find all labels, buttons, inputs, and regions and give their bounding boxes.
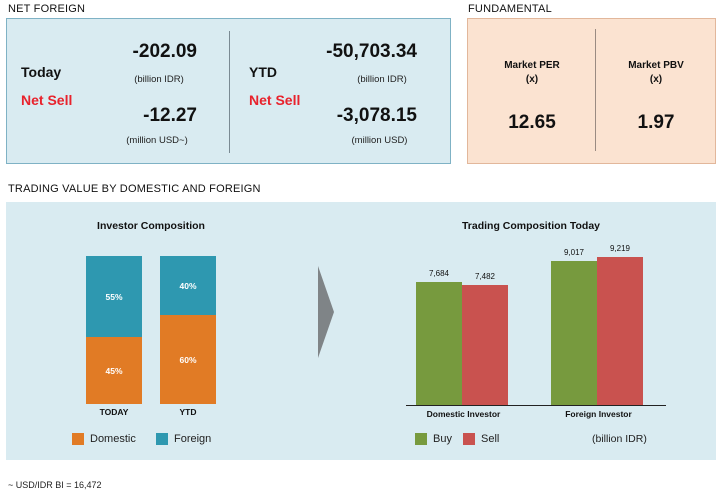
- today-unit-usd: (million USD~): [126, 135, 188, 146]
- fundamental-divider: [595, 29, 596, 151]
- exchange-rate-footnote: ~ USD/IDR BI = 16,472: [8, 480, 102, 490]
- ytd-domestic-segment: 60%: [160, 315, 216, 404]
- pbv-header: Market PBV (x): [604, 59, 708, 86]
- domestic-investor-label: Domestic Investor: [426, 409, 501, 419]
- today-unit-idr: (billion IDR): [134, 74, 184, 85]
- pbv-unit: (x): [649, 73, 663, 85]
- foreign-investor-label: Foreign Investor: [565, 409, 632, 419]
- ytd-domestic-pct: 60%: [179, 354, 197, 365]
- ytd-label: YTD: [249, 64, 277, 80]
- sell-legend-label: Sell: [481, 433, 500, 445]
- today-foreign-pct: 55%: [105, 291, 123, 302]
- pbv-label: Market PBV: [628, 60, 684, 71]
- investor-composition-title: Investor Composition: [97, 220, 205, 232]
- fundamental-title: FUNDAMENTAL: [468, 3, 552, 15]
- ytd-status: Net Sell: [249, 92, 301, 108]
- ytd-foreign-pct: 40%: [179, 280, 197, 291]
- ytd-foreign-segment: 40%: [160, 256, 216, 316]
- foreign-sell-bar: [597, 257, 643, 405]
- buy-legend-swatch: [415, 433, 427, 445]
- net-foreign-divider: [229, 31, 230, 153]
- domestic-sell-bar: [462, 285, 508, 405]
- sell-legend-swatch: [463, 433, 475, 445]
- per-label: Market PER: [504, 60, 560, 71]
- net-foreign-title: NET FOREIGN: [8, 3, 86, 15]
- ytd-value-usd: -3,078.15: [336, 105, 417, 126]
- right-arrow-icon: [318, 266, 334, 358]
- ytd-category-label: YTD: [179, 407, 197, 417]
- foreign-buy-value: 9,017: [563, 247, 585, 257]
- domestic-sell-value: 7,482: [474, 272, 496, 282]
- per-unit: (x): [525, 73, 539, 85]
- per-header: Market PER (x): [480, 59, 584, 86]
- today-stacked-bar: 55% 45%: [86, 256, 142, 404]
- today-foreign-segment: 55%: [86, 256, 142, 338]
- foreign-buy-bar: [551, 260, 597, 405]
- ytd-value-idr: -50,703.34: [326, 41, 417, 62]
- buy-legend-label: Buy: [433, 433, 452, 445]
- chart-unit-label: (billion IDR): [592, 433, 647, 445]
- per-value: 12.65: [508, 112, 556, 133]
- today-value-usd: -12.27: [143, 105, 197, 126]
- ytd-unit-usd: (million USD): [351, 135, 408, 146]
- today-domestic-pct: 45%: [105, 365, 123, 376]
- x-axis-line: [406, 405, 666, 406]
- domestic-buy-bar: [416, 282, 462, 405]
- today-domestic-segment: 45%: [86, 337, 142, 404]
- foreign-legend-swatch: [156, 433, 168, 445]
- domestic-legend-label: Domestic: [90, 433, 136, 445]
- net-foreign-panel: Today Net Sell -202.09 (billion IDR) -12…: [6, 18, 451, 164]
- ytd-stacked-bar: 40% 60%: [160, 256, 216, 404]
- today-label: Today: [21, 64, 62, 80]
- today-status: Net Sell: [21, 92, 73, 108]
- ytd-unit-idr: (billion IDR): [357, 74, 407, 85]
- today-category-label: TODAY: [99, 407, 129, 417]
- foreign-legend-label: Foreign: [174, 433, 212, 445]
- today-value-idr: -202.09: [132, 41, 197, 62]
- fundamental-panel: Market PER (x) 12.65 Market PBV (x) 1.97: [467, 18, 716, 164]
- pbv-value: 1.97: [637, 112, 675, 133]
- domestic-legend-swatch: [72, 433, 84, 445]
- foreign-sell-value: 9,219: [609, 244, 631, 254]
- domestic-buy-value: 7,684: [428, 269, 450, 279]
- trading-panel: Investor Composition 55% 45% 40% 60% TOD…: [6, 202, 716, 460]
- trading-composition-title: Trading Composition Today: [461, 220, 601, 232]
- trading-section-title: TRADING VALUE BY DOMESTIC AND FOREIGN: [8, 183, 261, 195]
